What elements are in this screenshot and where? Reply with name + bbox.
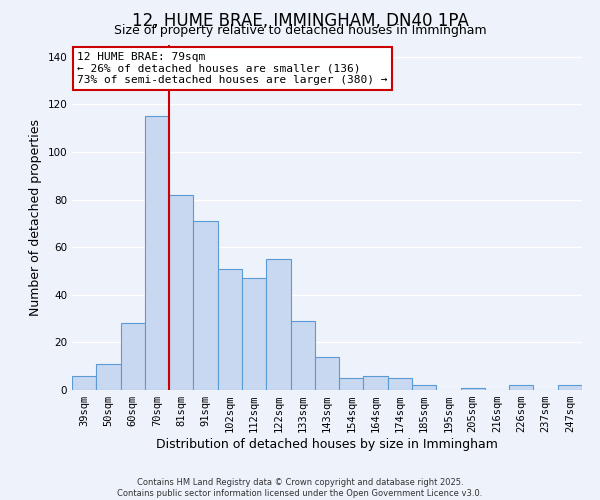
Bar <box>72 376 96 390</box>
Bar <box>388 378 412 390</box>
Bar <box>339 378 364 390</box>
Bar <box>193 221 218 390</box>
Bar <box>412 385 436 390</box>
Bar <box>96 364 121 390</box>
Bar <box>242 278 266 390</box>
Bar <box>364 376 388 390</box>
Text: Contains HM Land Registry data © Crown copyright and database right 2025.
Contai: Contains HM Land Registry data © Crown c… <box>118 478 482 498</box>
Bar <box>509 385 533 390</box>
Bar <box>218 268 242 390</box>
Bar <box>145 116 169 390</box>
Text: Size of property relative to detached houses in Immingham: Size of property relative to detached ho… <box>113 24 487 37</box>
Bar <box>315 356 339 390</box>
Bar <box>266 259 290 390</box>
Bar <box>558 385 582 390</box>
Y-axis label: Number of detached properties: Number of detached properties <box>29 119 42 316</box>
X-axis label: Distribution of detached houses by size in Immingham: Distribution of detached houses by size … <box>156 438 498 451</box>
Bar <box>290 321 315 390</box>
Bar <box>121 324 145 390</box>
Bar <box>461 388 485 390</box>
Text: 12, HUME BRAE, IMMINGHAM, DN40 1PA: 12, HUME BRAE, IMMINGHAM, DN40 1PA <box>131 12 469 30</box>
Bar <box>169 195 193 390</box>
Text: 12 HUME BRAE: 79sqm
← 26% of detached houses are smaller (136)
73% of semi-detac: 12 HUME BRAE: 79sqm ← 26% of detached ho… <box>77 52 388 85</box>
